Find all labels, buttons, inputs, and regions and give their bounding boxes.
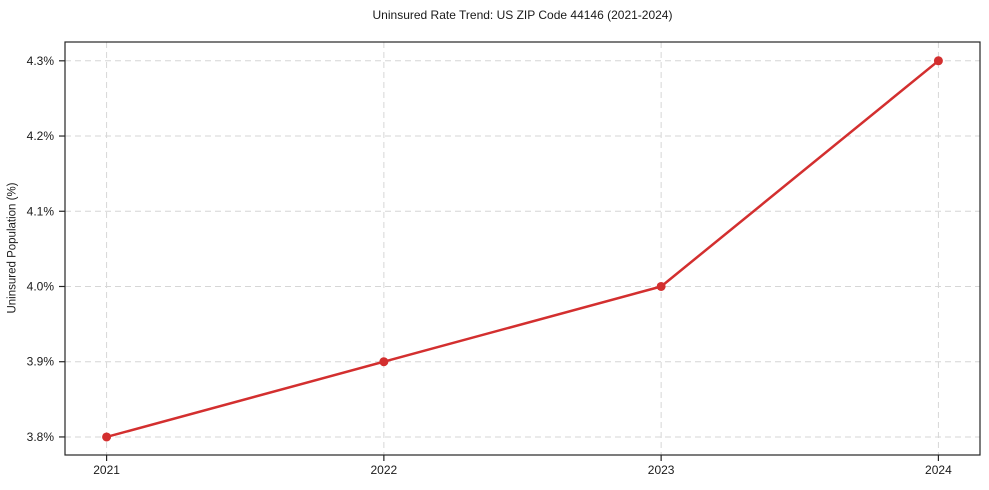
x-tick-label: 2021 xyxy=(93,463,120,477)
data-point-marker xyxy=(102,432,112,442)
y-tick-label: 4.0% xyxy=(27,279,55,293)
x-tick-label: 2023 xyxy=(648,463,675,477)
y-tick-label: 4.3% xyxy=(27,54,55,68)
trend-line xyxy=(106,59,940,439)
data-point-marker xyxy=(656,281,666,291)
x-tick-label: 2024 xyxy=(925,463,952,477)
y-tick-label: 4.2% xyxy=(27,129,55,143)
y-tick-label: 3.8% xyxy=(27,430,55,444)
x-tick-label: 2022 xyxy=(371,463,398,477)
data-point-marker xyxy=(379,357,389,367)
y-tick-label: 4.1% xyxy=(27,204,55,218)
chart-title: Uninsured Rate Trend: US ZIP Code 44146 … xyxy=(372,8,673,22)
axes-spines xyxy=(64,41,981,456)
data-point-marker xyxy=(933,56,943,66)
y-tick-label: 3.9% xyxy=(27,355,55,369)
